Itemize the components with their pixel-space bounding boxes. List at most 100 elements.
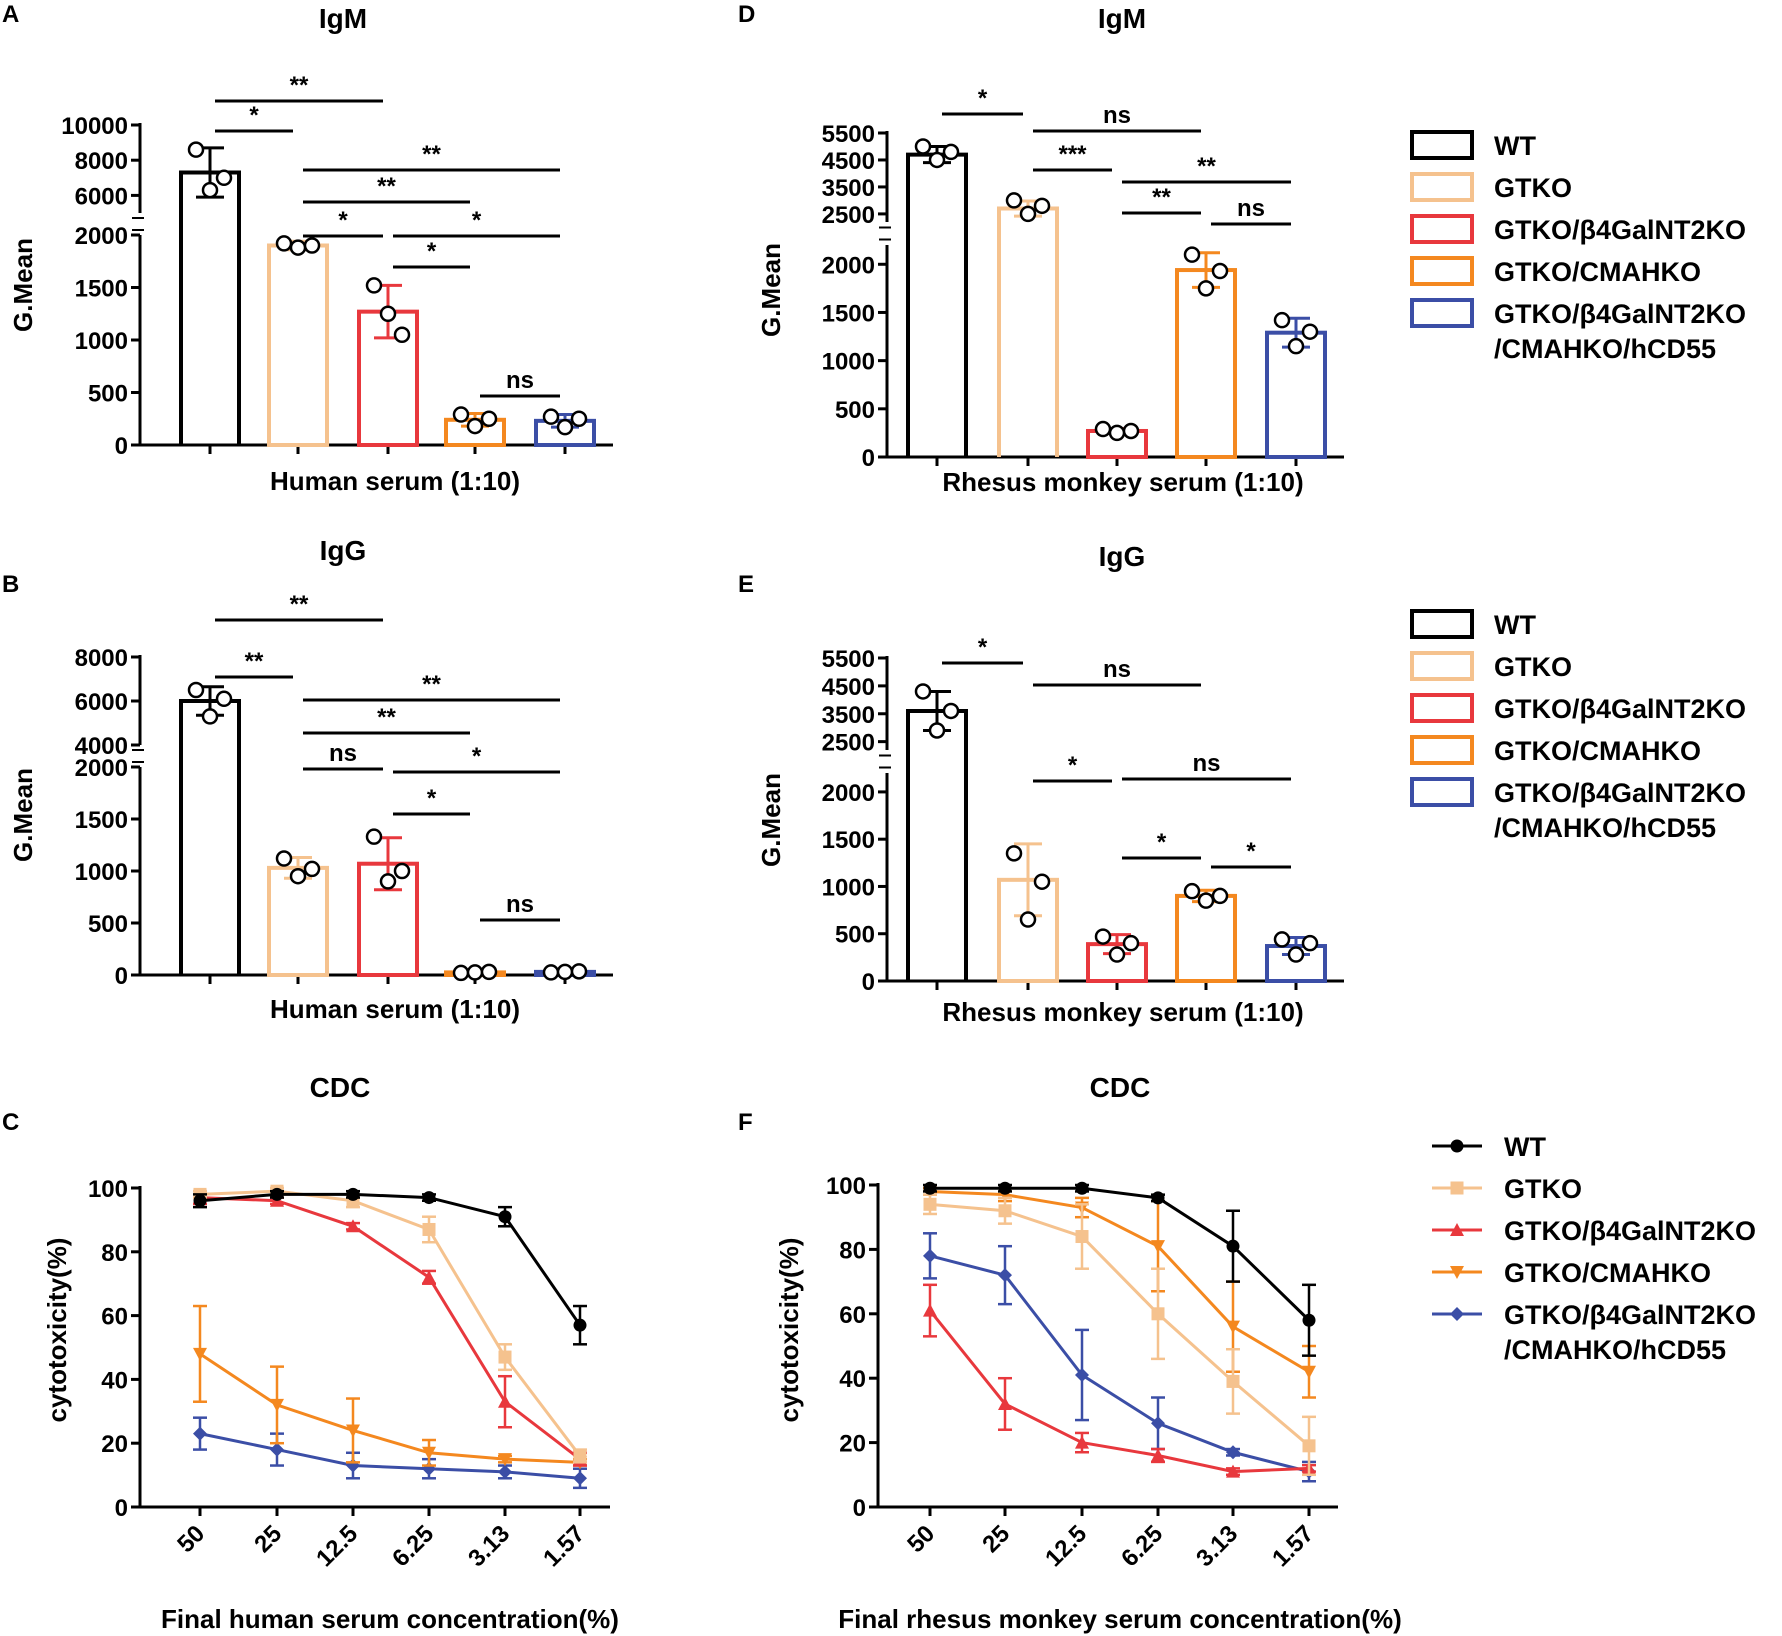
marker bbox=[346, 1424, 360, 1438]
data-point bbox=[570, 963, 588, 980]
marker bbox=[498, 1210, 512, 1224]
marker bbox=[1075, 1181, 1089, 1195]
y-tick-label: 1500 bbox=[822, 300, 875, 327]
panel-label-c: C bbox=[2, 1109, 19, 1136]
panel-d-xlabel: Rhesus monkey serum (1:10) bbox=[942, 467, 1303, 497]
panel-e-xlabel: Rhesus monkey serum (1:10) bbox=[942, 997, 1303, 1027]
legend-label-4: GTKO/β4GalNT2KO bbox=[1494, 299, 1746, 329]
legend-label-4-line2: /CMAHKO/hCD55 bbox=[1494, 813, 1716, 843]
panel-e-title: IgG bbox=[1099, 541, 1146, 572]
y-tick-label: 6000 bbox=[75, 689, 128, 716]
data-point bbox=[466, 964, 484, 981]
data-point bbox=[1019, 911, 1037, 928]
data-point bbox=[289, 867, 307, 885]
panel-c-ylabel: cytotoxicity(%) bbox=[42, 1238, 72, 1423]
marker bbox=[923, 1303, 937, 1317]
y-tick-label: 100 bbox=[826, 1173, 866, 1200]
marker bbox=[1226, 1464, 1240, 1478]
data-point bbox=[275, 235, 293, 252]
bar-0 bbox=[179, 699, 241, 975]
panel-a-xlabel: Human serum (1:10) bbox=[270, 466, 520, 496]
data-point bbox=[1108, 424, 1126, 442]
series-line-0 bbox=[930, 1186, 1311, 1322]
data-point bbox=[1211, 262, 1229, 280]
marker bbox=[573, 1471, 587, 1486]
x-tick-label: 12.5 bbox=[311, 1520, 363, 1572]
y-tick-label: 20 bbox=[839, 1431, 866, 1458]
data-point bbox=[393, 326, 411, 343]
data-point bbox=[452, 964, 470, 982]
data-point bbox=[914, 683, 932, 700]
panel-f-chart: 0 20 40 60 80 100 50 25 12.5 6.25 3.13 1.57 bbox=[826, 1173, 1338, 1572]
y-tick-label: 0 bbox=[862, 445, 875, 472]
legend-label-2: GTKO/β4GalNT2KO bbox=[1504, 1216, 1756, 1246]
data-point bbox=[466, 417, 484, 435]
marker bbox=[498, 1464, 512, 1479]
y-tick-label: 10000 bbox=[61, 113, 128, 140]
significance-label: * bbox=[427, 238, 437, 265]
data-point bbox=[215, 690, 233, 708]
marker bbox=[1226, 1239, 1240, 1253]
panel-f-ylabel: cytotoxicity(%) bbox=[774, 1238, 804, 1423]
y-tick-label: 0 bbox=[115, 963, 128, 990]
marker bbox=[1075, 1435, 1089, 1449]
legend-swatch-3 bbox=[1410, 735, 1474, 765]
marker bbox=[193, 1347, 207, 1361]
data-point bbox=[556, 418, 574, 436]
y-tick-label: 1500 bbox=[75, 807, 128, 834]
significance-label: * bbox=[472, 743, 482, 770]
panel-b-xlabel: Human serum (1:10) bbox=[270, 994, 520, 1024]
significance-label: ns bbox=[329, 740, 357, 767]
data-point bbox=[201, 181, 219, 199]
x-tick-label: 3.13 bbox=[463, 1520, 515, 1572]
data-point bbox=[928, 151, 946, 169]
data-point bbox=[275, 850, 293, 867]
data-point bbox=[1019, 205, 1037, 223]
marker bbox=[998, 1396, 1012, 1410]
x-tick-label: 1.57 bbox=[538, 1520, 590, 1572]
legend-swatch-4 bbox=[1410, 777, 1474, 807]
data-point bbox=[1122, 934, 1140, 952]
y-tick-label: 2000 bbox=[822, 780, 875, 807]
significance-label: *** bbox=[1058, 141, 1087, 168]
marker bbox=[1450, 1266, 1464, 1279]
marker bbox=[573, 1318, 587, 1332]
marker bbox=[1302, 1439, 1316, 1453]
y-tick-label: 1000 bbox=[75, 328, 128, 355]
y-tick-label: 100 bbox=[88, 1176, 128, 1203]
marker bbox=[1302, 1313, 1316, 1327]
legend-swatch-4 bbox=[1410, 298, 1474, 328]
legend-cdc: WT GTKO GTKO/β4GalNT2KO GTKO/CMAHKO GTKO/β4G… bbox=[1432, 1132, 1756, 1365]
marker bbox=[998, 1204, 1012, 1218]
x-tick-label: 50 bbox=[172, 1520, 210, 1558]
significance-label: ** bbox=[422, 671, 441, 698]
y-tick-label: 3500 bbox=[822, 175, 875, 202]
legend-swatch-2 bbox=[1410, 214, 1474, 244]
data-point bbox=[1301, 323, 1319, 340]
y-tick-label: 5500 bbox=[822, 121, 875, 148]
data-point bbox=[1273, 311, 1291, 329]
marker bbox=[498, 1394, 512, 1408]
legend-swatch-1 bbox=[1410, 651, 1474, 681]
significance-label: * bbox=[1246, 838, 1256, 865]
series-line-2 bbox=[928, 1309, 1310, 1474]
bar-1 bbox=[267, 243, 329, 447]
data-point bbox=[1094, 928, 1112, 945]
data-point bbox=[942, 702, 960, 720]
legend-label-1: GTKO bbox=[1494, 652, 1572, 682]
data-point bbox=[1211, 887, 1229, 905]
series-line-4 bbox=[929, 1254, 1310, 1474]
marker bbox=[923, 1248, 937, 1263]
panel-label-a: A bbox=[2, 1, 19, 28]
y-tick-label: 3500 bbox=[822, 702, 875, 729]
data-point bbox=[542, 408, 560, 425]
y-tick-label: 80 bbox=[101, 1240, 128, 1267]
significance-label: * bbox=[978, 85, 988, 112]
y-tick-label: 40 bbox=[101, 1367, 128, 1394]
marker bbox=[422, 1222, 436, 1236]
marker bbox=[1302, 1365, 1316, 1379]
significance-label: * bbox=[472, 207, 482, 234]
